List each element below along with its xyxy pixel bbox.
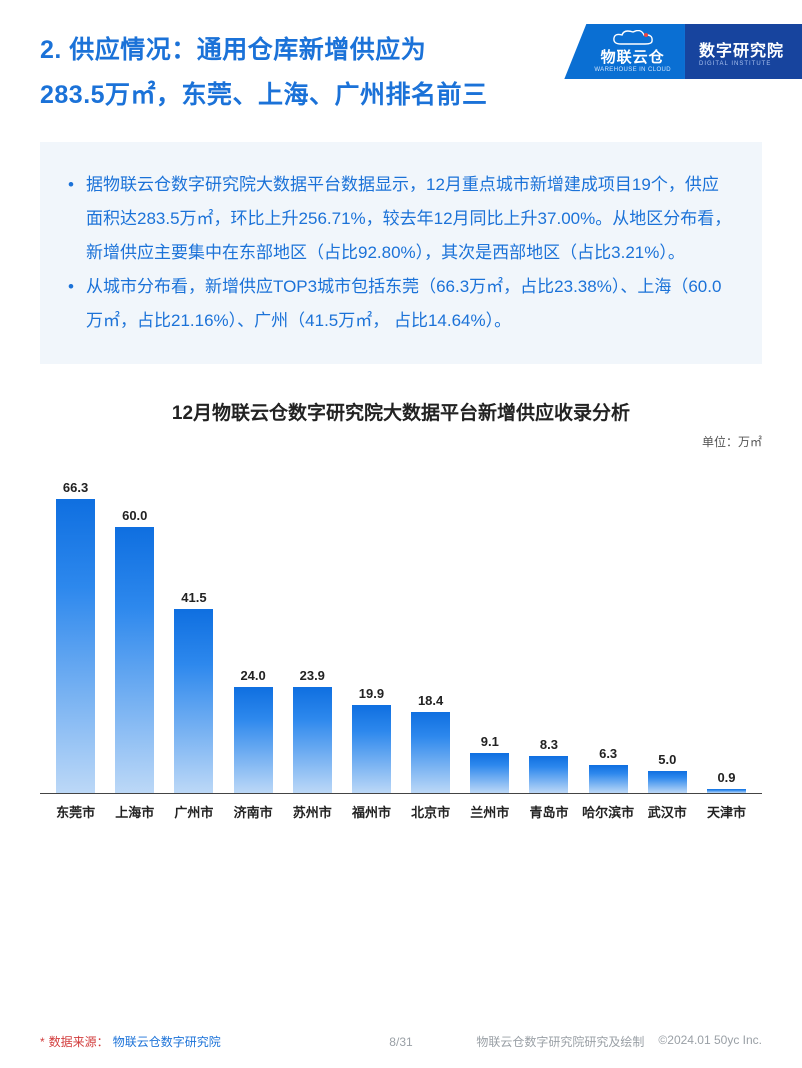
- summary-box: • 据物联云仓数字研究院大数据平台数据显示，12月重点城市新增建成项目19个，供…: [40, 142, 762, 364]
- page-total: 31: [399, 1035, 412, 1049]
- brand-banner: 物联云仓 WAREHOUSE IN CLOUD 数字研究院 DIGITAL IN…: [564, 24, 802, 79]
- brand-left: 物联云仓 WAREHOUSE IN CLOUD: [564, 24, 685, 79]
- x-tick-label: 武汉市: [638, 802, 697, 821]
- asterisk-icon: *: [40, 1035, 45, 1049]
- bar: [56, 499, 95, 793]
- footer-copyright: ©2024.01 50yc Inc.: [658, 1033, 762, 1050]
- bar: [234, 687, 273, 793]
- bar-value-label: 6.3: [599, 746, 617, 761]
- page-current: 8: [389, 1035, 396, 1049]
- bar: [529, 756, 568, 793]
- brand-right-cn: 数字研究院: [699, 37, 784, 61]
- chart-title: 12月物联云仓数字研究院大数据平台新增供应收录分析: [40, 398, 762, 425]
- bar-value-label: 9.1: [481, 734, 499, 749]
- bar-col: 8.3: [519, 454, 578, 793]
- bullet-dot: •: [68, 168, 86, 270]
- bar-col: 41.5: [164, 454, 223, 793]
- bullet-2: • 从城市分布看，新增供应TOP3城市包括东莞（66.3万㎡，占比23.38%）…: [68, 270, 734, 338]
- bar: [411, 712, 450, 793]
- bar: [293, 687, 332, 793]
- bullet-1: • 据物联云仓数字研究院大数据平台数据显示，12月重点城市新增建成项目19个，供…: [68, 168, 734, 270]
- bar-value-label: 66.3: [63, 480, 88, 495]
- header: 2. 供应情况：通用仓库新增供应为 283.5万㎡，东莞、上海、广州排名前三 物…: [0, 0, 802, 118]
- bar: [115, 527, 154, 793]
- x-tick-label: 苏州市: [283, 802, 342, 821]
- bar-value-label: 24.0: [240, 668, 265, 683]
- bullet-1-text: 据物联云仓数字研究院大数据平台数据显示，12月重点城市新增建成项目19个，供应面…: [86, 168, 734, 270]
- x-tick-label: 福州市: [342, 802, 401, 821]
- bar-col: 18.4: [401, 454, 460, 793]
- source-label: 数据来源：: [49, 1033, 109, 1050]
- x-tick-label: 天津市: [697, 802, 756, 821]
- brand-right-en: DIGITAL INSTITUTE: [699, 61, 784, 67]
- bar-value-label: 19.9: [359, 686, 384, 701]
- bar-value-label: 23.9: [300, 668, 325, 683]
- brand-left-cn: 物联云仓: [601, 46, 665, 67]
- bar: [174, 609, 213, 793]
- x-tick-label: 广州市: [164, 802, 223, 821]
- page-number: 8/31: [389, 1035, 412, 1049]
- chart: 12月物联云仓数字研究院大数据平台新增供应收录分析 单位：万㎡ 66.3 60.0…: [40, 398, 762, 821]
- x-tick-label: 哈尔滨市: [579, 802, 638, 821]
- title-line-2: 283.5万㎡，东莞、上海、广州排名前三: [40, 73, 680, 118]
- bar: [470, 753, 509, 793]
- x-tick-label: 济南市: [224, 802, 283, 821]
- bullet-dot: •: [68, 270, 86, 338]
- bar-col: 19.9: [342, 454, 401, 793]
- bullet-2-text: 从城市分布看，新增供应TOP3城市包括东莞（66.3万㎡，占比23.38%）、上…: [86, 270, 734, 338]
- footer-right: 物联云仓数字研究院研究及绘制 ©2024.01 50yc Inc.: [476, 1033, 762, 1050]
- x-tick-label: 东莞市: [46, 802, 105, 821]
- source-value: 物联云仓数字研究院: [113, 1033, 221, 1050]
- bar-col: 60.0: [105, 454, 164, 793]
- chart-x-axis: 东莞市上海市广州市济南市苏州市福州市北京市兰州市青岛市哈尔滨市武汉市天津市: [40, 794, 762, 821]
- bar-col: 5.0: [638, 454, 697, 793]
- chart-plot-area: 66.3 60.0 41.5 24.0 23.9 19.9 18.4 9.1 8.3 6.3 5.0…: [40, 454, 762, 794]
- bar: [648, 771, 687, 793]
- x-tick-label: 上海市: [105, 802, 164, 821]
- bar-value-label: 5.0: [658, 752, 676, 767]
- bar-value-label: 18.4: [418, 693, 443, 708]
- bar-col: 24.0: [224, 454, 283, 793]
- brand-right: 数字研究院 DIGITAL INSTITUTE: [685, 24, 802, 79]
- x-tick-label: 北京市: [401, 802, 460, 821]
- bar-value-label: 0.9: [717, 770, 735, 785]
- bar-col: 6.3: [579, 454, 638, 793]
- bar-value-label: 60.0: [122, 508, 147, 523]
- x-tick-label: 兰州市: [460, 802, 519, 821]
- bar: [707, 789, 746, 793]
- bar-col: 0.9: [697, 454, 756, 793]
- bar-col: 9.1: [460, 454, 519, 793]
- bar: [589, 765, 628, 793]
- footer-org: 物联云仓数字研究院研究及绘制: [476, 1033, 644, 1050]
- x-tick-label: 青岛市: [519, 802, 578, 821]
- bar-col: 23.9: [283, 454, 342, 793]
- bar-col: 66.3: [46, 454, 105, 793]
- brand-left-en: WAREHOUSE IN CLOUD: [594, 67, 671, 73]
- chart-unit: 单位：万㎡: [40, 433, 762, 450]
- bar-value-label: 8.3: [540, 737, 558, 752]
- footer: * 数据来源： 物联云仓数字研究院 8/31 物联云仓数字研究院研究及绘制 ©2…: [40, 1033, 762, 1050]
- bar-value-label: 41.5: [181, 590, 206, 605]
- bar: [352, 705, 391, 793]
